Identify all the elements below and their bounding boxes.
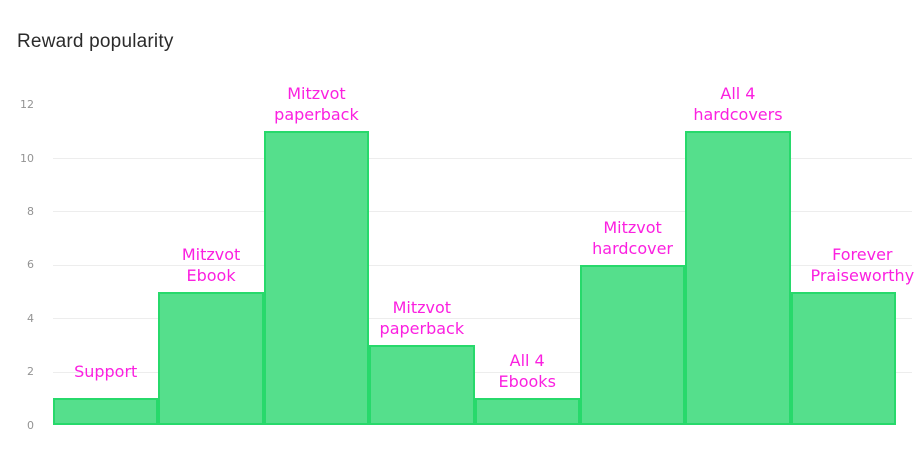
bar-support-0[interactable]: [53, 398, 159, 425]
y-axis-tick-6: 6: [27, 258, 34, 272]
bar-mitzvot-paperback-3[interactable]: [369, 344, 475, 425]
y-axis-tick-10: 10: [20, 151, 34, 165]
gridline-y8: [53, 211, 912, 213]
bar-label: Mitzvot paperback: [226, 83, 406, 125]
gridline-y2: [53, 371, 912, 373]
bar-label-line: All 4: [720, 84, 756, 104]
bar-label-line: hardcovers: [693, 105, 783, 125]
bar-label-line: paperback: [274, 105, 359, 125]
chart-title: Reward popularity: [17, 31, 174, 52]
bar-label-line: Forever: [832, 244, 893, 264]
gridline-y6: [53, 264, 912, 266]
bar-mitzvot-paperback-2[interactable]: [263, 131, 370, 425]
bar-mitzvot-ebook-1[interactable]: [158, 291, 264, 425]
y-axis-tick-8: 8: [27, 204, 34, 218]
bar-forever-praiseworthy-7[interactable]: [790, 291, 896, 425]
y-axis-tick-2: 2: [27, 365, 34, 379]
bar-label-line: Praiseworthy: [810, 265, 915, 285]
gridline-y10: [53, 158, 912, 159]
bar-all-4-hardcovers-6[interactable]: [685, 131, 791, 425]
bar-label: All 4 hardcovers: [648, 83, 828, 125]
y-axis-tick-12: 12: [20, 98, 34, 112]
gridline-y4: [53, 318, 912, 320]
y-axis-tick-4: 4: [27, 311, 34, 325]
bar-all-4-ebooks-4[interactable]: [474, 398, 580, 425]
y-axis-tick-0: 0: [27, 418, 34, 432]
bar-label-line: Mitzvot: [287, 84, 346, 104]
bar-mitzvot-hardcover-5[interactable]: [579, 264, 686, 425]
